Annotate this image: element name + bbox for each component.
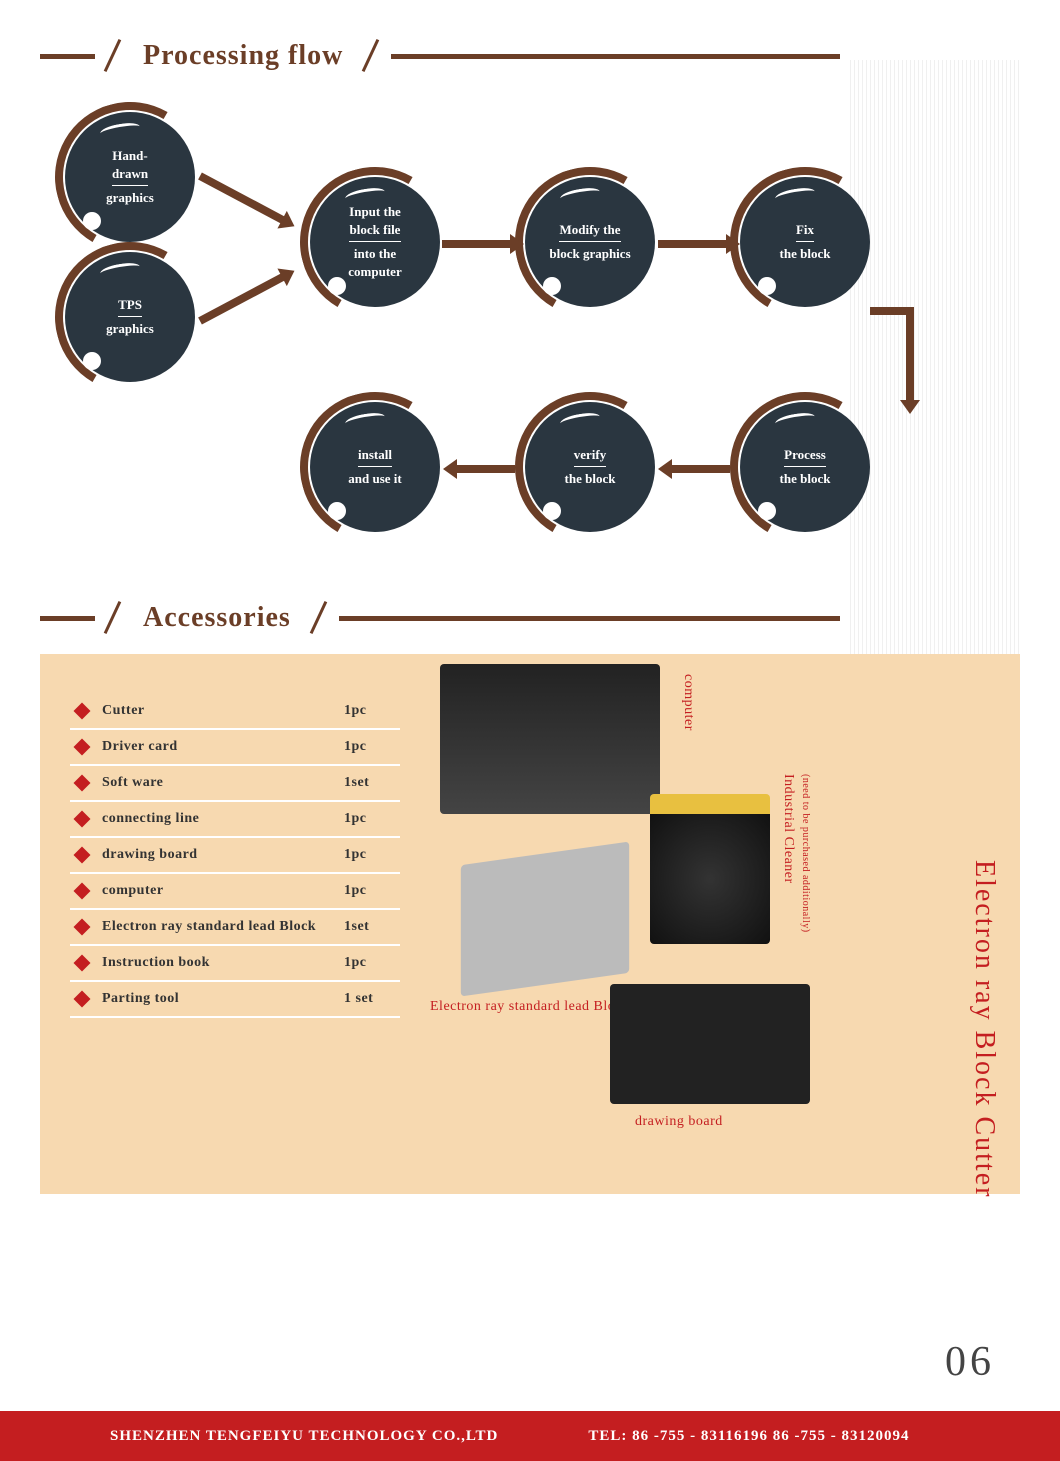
accessories-panel: Cutter1pcDriver card1pcSoft ware1setconn… [40,654,1020,1194]
diamond-icon [74,775,91,792]
accessory-name: connecting line [102,811,344,827]
node-line1: Fix [796,221,814,242]
accessory-row: Electron ray standard lead Block1set [70,910,400,946]
node-line1: Modify the [559,221,620,242]
accessory-row: Instruction book1pc [70,946,400,982]
node-line1: verify [574,446,606,467]
flow-node-n7: verify the block [525,402,655,532]
accessory-name: Soft ware [102,775,344,791]
image-sublabel-cleaner: (need to be purchased additionally) [800,774,811,933]
flow-node-n5: Fix the block [740,177,870,307]
image-label-cleaner: Industrial Cleaner [780,774,796,884]
diamond-icon [74,919,91,936]
accessory-qty: 1pc [344,739,394,755]
flow-node-n4: Modify the block graphics [525,177,655,307]
footer-tel: TEL: 86 -755 - 83116196 86 -755 - 831200… [588,1428,909,1445]
image-label-computer: computer [680,674,696,731]
accessory-name: Instruction book [102,955,344,971]
diamond-icon [74,739,91,756]
flow-node-n3: Input theblock fileinto thecomputer [310,177,440,307]
page-number: 06 [945,1338,995,1386]
node-line2: the block [565,470,616,488]
flow-node-n1: Hand-drawn graphics [65,112,195,242]
header-slash-right [305,603,335,633]
diamond-icon [74,991,91,1008]
page-footer: SHENZHEN TENGFEIYU TECHNOLOGY CO.,LTD TE… [0,1411,1060,1461]
accessory-row: Driver card1pc [70,730,400,766]
flow-arrow [198,172,286,224]
flow-arrow [906,307,914,402]
header-bar-left [40,54,95,59]
diamond-icon [74,703,91,720]
node-line2: graphics [106,320,154,338]
accessory-qty: 1 set [344,991,394,1007]
accessory-name: Parting tool [102,991,344,1007]
accessory-qty: 1set [344,775,394,791]
diamond-icon [74,955,91,972]
header-slash-right [357,41,387,71]
accessory-row: Parting tool1 set [70,982,400,1018]
node-line1: Hand-drawn [112,147,148,186]
image-label-board: drawing board [635,1114,723,1130]
node-line1: TPS [118,296,142,317]
header-slash-left [99,41,129,71]
flow-arrow [670,465,730,473]
accessory-image-computer [440,664,660,814]
accessory-name: Driver card [102,739,344,755]
accessory-qty: 1pc [344,883,394,899]
node-line1: install [358,446,392,467]
image-label-leadblock: Electron ray standard lead Block [430,999,629,1015]
flow-arrow [658,240,728,248]
accessory-qty: 1set [344,919,394,935]
flow-arrow [442,240,512,248]
header-bar-left [40,616,95,621]
header-slash-left [99,603,129,633]
node-line2: graphics [106,189,154,207]
flow-arrow [455,465,515,473]
header-bar-right [339,616,840,621]
accessory-qty: 1pc [344,703,394,719]
accessory-name: Electron ray standard lead Block [102,919,344,935]
flow-node-n6: Process the block [740,402,870,532]
node-line1: Input theblock file [349,203,401,242]
accessory-row: Cutter1pc [70,694,400,730]
accessory-row: connecting line1pc [70,802,400,838]
flow-arrow [198,273,286,325]
diamond-icon [74,811,91,828]
diamond-icon [74,883,91,900]
accessory-row: Soft ware1set [70,766,400,802]
node-line2: and use it [348,470,401,488]
footer-company: SHENZHEN TENGFEIYU TECHNOLOGY CO.,LTD [110,1428,498,1445]
flow-node-n2: TPS graphics [65,252,195,382]
accessory-row: computer1pc [70,874,400,910]
accessory-name: drawing board [102,847,344,863]
accessories-list: Cutter1pcDriver card1pcSoft ware1setconn… [70,694,400,1018]
node-line2: the block [780,245,831,263]
accessory-name: Cutter [102,703,344,719]
accessory-image-leadblock [461,842,629,997]
accessory-image-cleaner [650,794,770,944]
flow-title: Processing flow [133,40,353,72]
node-line2: block graphics [549,245,630,263]
side-product-title: Electron ray Block Cutter [968,860,1000,1198]
accessory-image-board [610,984,810,1104]
header-bar-right [391,54,840,59]
accessory-row: drawing board1pc [70,838,400,874]
node-line2: the block [780,470,831,488]
flow-diagram: Hand-drawn graphics TPS graphics Input thebl… [40,92,1060,562]
accessory-qty: 1pc [344,847,394,863]
node-line1: Process [784,446,826,467]
acc-title: Accessories [133,602,301,634]
flow-node-n8: install and use it [310,402,440,532]
accessory-qty: 1pc [344,955,394,971]
accessory-name: computer [102,883,344,899]
diamond-icon [74,847,91,864]
accessory-qty: 1pc [344,811,394,827]
node-line2: into thecomputer [348,245,401,281]
flow-arrow [870,307,910,315]
